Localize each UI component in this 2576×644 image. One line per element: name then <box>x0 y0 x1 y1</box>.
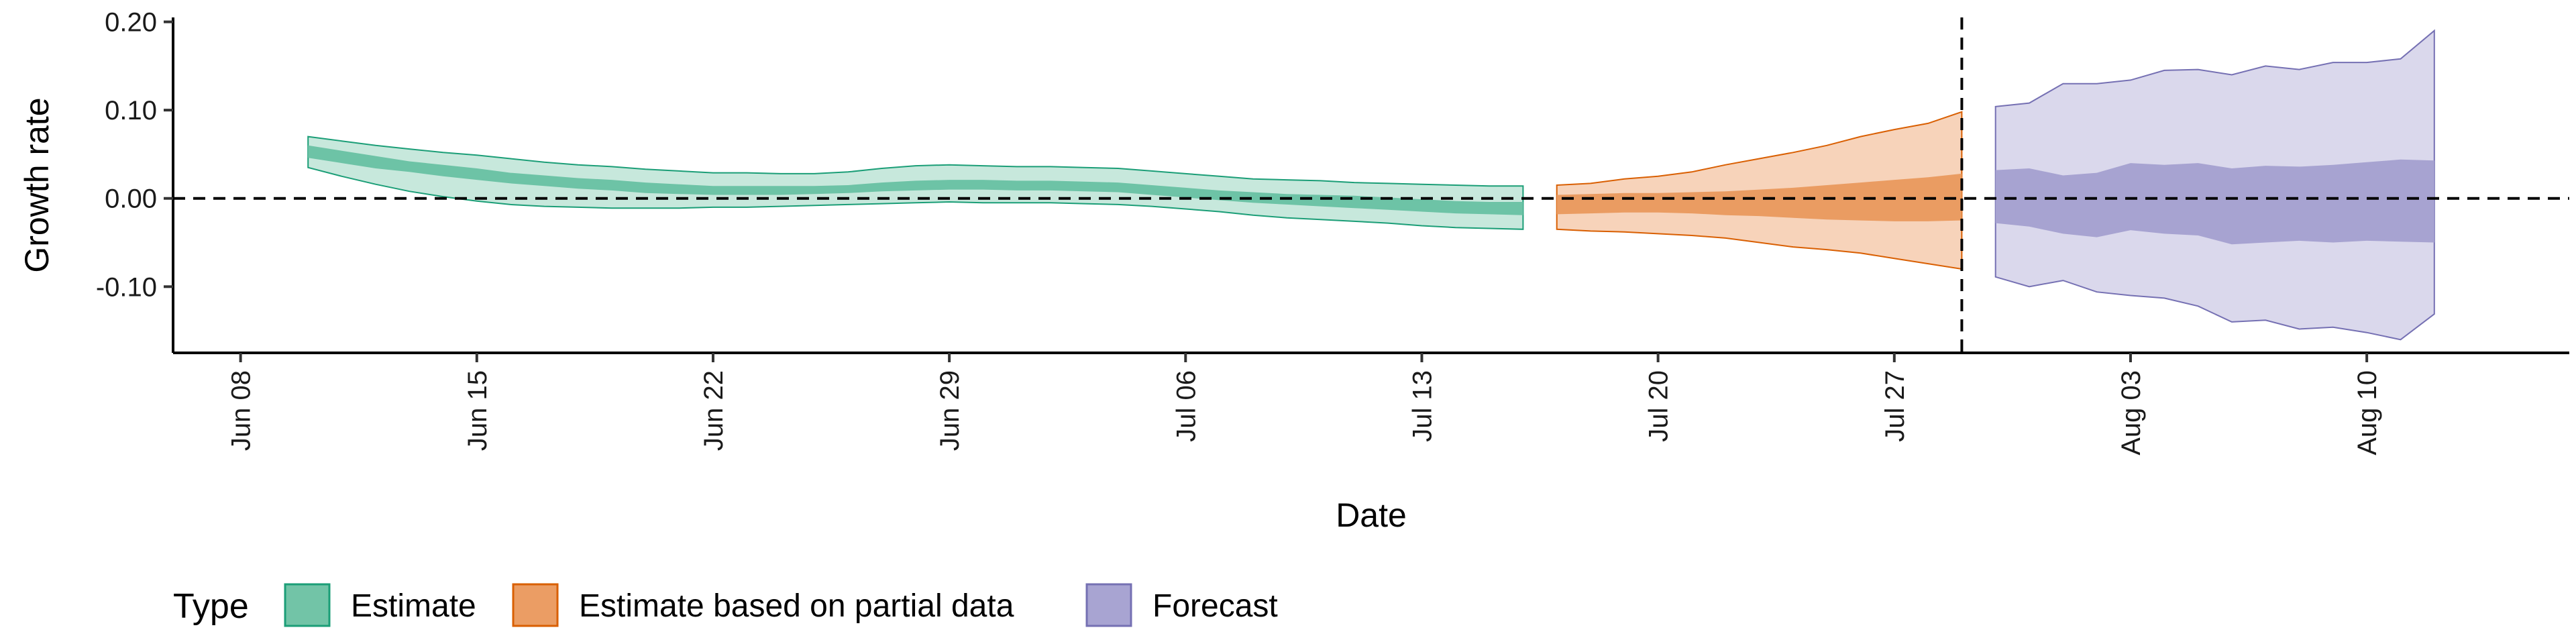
y-tick-label: 0.10 <box>105 96 157 125</box>
x-tick-label: Jul 20 <box>1644 370 1674 442</box>
axes: -0.10 0.00 0.10 0.20 Jun 08 Jun 15 Jun 22 Jun 2… <box>18 8 2569 534</box>
legend-key-1 <box>512 583 559 627</box>
x-tick-label: Jun 15 <box>463 370 492 451</box>
x-tick-label: Aug 03 <box>2116 370 2146 455</box>
legend-label-2: Forecast <box>1152 588 1278 624</box>
y-tick-label: 0.00 <box>105 184 157 214</box>
legend-label-1: Estimate based on partial data <box>579 588 1014 624</box>
y-axis-title: Growth rate <box>18 97 56 272</box>
legend-title: Type <box>173 587 249 626</box>
legend-key-2 <box>1085 583 1132 627</box>
x-tick-label: Jul 13 <box>1407 370 1437 442</box>
ribbon-layer <box>307 29 2435 341</box>
x-tick-label: Jun 08 <box>227 370 256 451</box>
legend-key-0 <box>284 583 331 627</box>
y-tick-label: -0.10 <box>96 272 157 302</box>
ribbon-50-2 <box>1995 159 2434 245</box>
y-tick-label: 0.20 <box>105 8 157 38</box>
reference-lines <box>173 17 2569 353</box>
x-tick-label: Jun 29 <box>935 370 965 451</box>
x-axis-title: Date <box>1336 496 1407 534</box>
x-tick-label: Aug 10 <box>2353 370 2382 455</box>
legend: Type Estimate Estimate based on partial da… <box>173 583 1278 627</box>
x-tick-label: Jun 22 <box>699 370 729 451</box>
ribbon-50-1 <box>1556 173 1962 221</box>
x-tick-label: Jul 06 <box>1171 370 1201 442</box>
ribbon-50-0 <box>308 145 1523 215</box>
legend-label-0: Estimate <box>351 588 476 624</box>
x-tick-label: Jul 27 <box>1880 370 1910 442</box>
